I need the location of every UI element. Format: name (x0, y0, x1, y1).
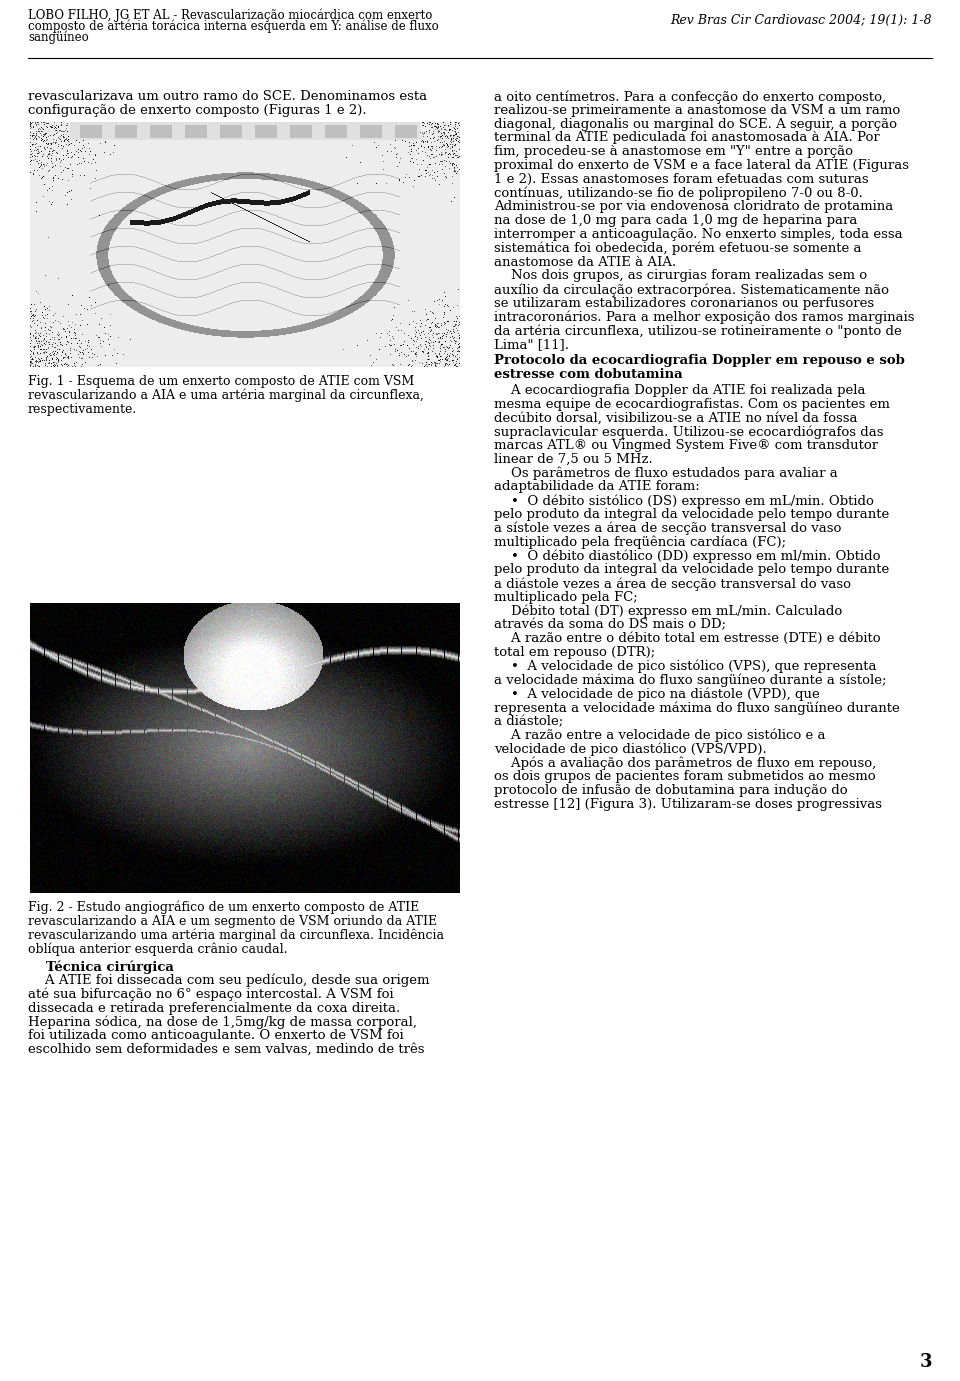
Text: realizou-se primeiramente a anastomose da VSM a um ramo: realizou-se primeiramente a anastomose d… (494, 104, 900, 117)
Text: intracoronários. Para a melhor exposição dos ramos marginais: intracoronários. Para a melhor exposição… (494, 311, 915, 325)
Text: Débito total (DT) expresso em mL/min. Calculado: Débito total (DT) expresso em mL/min. Ca… (494, 605, 842, 619)
Text: marcas ATL® ou Vingmed System Five® com transdutor: marcas ATL® ou Vingmed System Five® com … (494, 439, 878, 452)
Text: •  O débito diastólico (DD) expresso em ml/min. Obtido: • O débito diastólico (DD) expresso em m… (494, 550, 880, 563)
Text: Lima" [11].: Lima" [11]. (494, 338, 569, 351)
Text: Administrou-se por via endovenosa cloridrato de protamina: Administrou-se por via endovenosa clorid… (494, 200, 893, 214)
Text: a sístole vezes a área de secção transversal do vaso: a sístole vezes a área de secção transve… (494, 522, 841, 536)
Text: a diástole vezes a área de secção transversal do vaso: a diástole vezes a área de secção transv… (494, 577, 851, 591)
Text: auxílio da circulação extracorpórea. Sistematicamente não: auxílio da circulação extracorpórea. Sis… (494, 283, 889, 297)
Text: configuração de enxerto composto (Figuras 1 e 2).: configuração de enxerto composto (Figura… (28, 104, 367, 117)
Text: Após a avaliação dos parâmetros de fluxo em repouso,: Após a avaliação dos parâmetros de fluxo… (494, 757, 876, 769)
Text: •  O débito sistólico (DS) expresso em mL/min. Obtido: • O débito sistólico (DS) expresso em mL… (494, 494, 874, 508)
Text: Protocolo da ecocardiografia Doppler em repouso e sob: Protocolo da ecocardiografia Doppler em … (494, 354, 905, 367)
Text: se utilizaram estabilizadores coronarianos ou perfusores: se utilizaram estabilizadores coronarian… (494, 297, 875, 309)
Text: multiplicado pela FC;: multiplicado pela FC; (494, 591, 637, 603)
Text: sistemática foi obedecida, porém efetuou-se somente a: sistemática foi obedecida, porém efetuou… (494, 242, 861, 255)
Text: interromper a anticoagulação. No enxerto simples, toda essa: interromper a anticoagulação. No enxerto… (494, 228, 902, 242)
Text: decúbito dorsal, visibilizou-se a ATIE no nível da fossa: decúbito dorsal, visibilizou-se a ATIE n… (494, 412, 857, 424)
Text: a oito centímetros. Para a confecção do enxerto composto,: a oito centímetros. Para a confecção do … (494, 90, 886, 104)
Text: mesma equipe de ecocardiografistas. Com os pacientes em: mesma equipe de ecocardiografistas. Com … (494, 398, 890, 410)
Text: linear de 7,5 ou 5 MHz.: linear de 7,5 ou 5 MHz. (494, 453, 653, 465)
Text: fim, procedeu-se à anastomose em "Y" entre a porção: fim, procedeu-se à anastomose em "Y" ent… (494, 145, 853, 159)
Text: LOBO FILHO, JG ET AL - Revascularização miocárdica com enxerto: LOBO FILHO, JG ET AL - Revascularização … (28, 8, 432, 22)
Text: multiplicado pela freqüência cardíaca (FC);: multiplicado pela freqüência cardíaca (F… (494, 536, 786, 550)
Text: proximal do enxerto de VSM e a face lateral da ATIE (Figuras: proximal do enxerto de VSM e a face late… (494, 159, 909, 173)
Text: total em repouso (DTR);: total em repouso (DTR); (494, 646, 656, 659)
Text: Os parâmetros de fluxo estudados para avaliar a: Os parâmetros de fluxo estudados para av… (494, 467, 838, 481)
Text: sangüíneo: sangüíneo (28, 30, 88, 43)
Text: a velocidade máxima do fluxo sangüíneo durante a sístole;: a velocidade máxima do fluxo sangüíneo d… (494, 674, 886, 688)
Text: Rev Bras Cir Cardiovasc 2004; 19(1): 1-8: Rev Bras Cir Cardiovasc 2004; 19(1): 1-8 (670, 14, 932, 28)
Text: estresse com dobutamina: estresse com dobutamina (494, 367, 683, 381)
Text: Nos dois grupos, as cirurgias foram realizadas sem o: Nos dois grupos, as cirurgias foram real… (494, 269, 867, 282)
Text: a diástole;: a diástole; (494, 715, 564, 728)
Text: •  A velocidade de pico sistólico (VPS), que representa: • A velocidade de pico sistólico (VPS), … (494, 660, 876, 674)
Text: da artéria circunflexa, utilizou-se rotineiramente o "ponto de: da artéria circunflexa, utilizou-se roti… (494, 325, 901, 338)
Text: revascularizava um outro ramo do SCE. Denominamos esta: revascularizava um outro ramo do SCE. De… (28, 90, 427, 104)
Text: 1 e 2). Essas anastomoses foram efetuadas com suturas: 1 e 2). Essas anastomoses foram efetuada… (494, 173, 869, 186)
Text: foi utilizada como anticoagulante. O enxerto de VSM foi: foi utilizada como anticoagulante. O enx… (28, 1029, 404, 1043)
Text: anastomose da ATIE à AIA.: anastomose da ATIE à AIA. (494, 255, 676, 268)
Text: revascularizando a AIA e um segmento de VSM oriundo da ATIE: revascularizando a AIA e um segmento de … (28, 914, 437, 928)
Text: adaptabilidade da ATIE foram:: adaptabilidade da ATIE foram: (494, 481, 700, 493)
Text: contínuas, utilizando-se fio de polipropileno 7-0 ou 8-0.: contínuas, utilizando-se fio de poliprop… (494, 186, 863, 200)
Text: revascularizando a AIA e uma artéria marginal da circunflexa,: revascularizando a AIA e uma artéria mar… (28, 389, 424, 402)
Text: 3: 3 (920, 1353, 932, 1371)
Text: respectivamente.: respectivamente. (28, 403, 137, 416)
Text: dissecada e retirada preferencialmente da coxa direita.: dissecada e retirada preferencialmente d… (28, 1001, 400, 1015)
Text: diagonal, diagonalis ou marginal do SCE. A seguir, a porção: diagonal, diagonalis ou marginal do SCE.… (494, 117, 897, 131)
Text: composto de artéria torácica interna esquerda em Y: análise de fluxo: composto de artéria torácica interna esq… (28, 19, 439, 33)
Text: A razão entre a velocidade de pico sistólico e a: A razão entre a velocidade de pico sistó… (494, 729, 826, 743)
Text: A ecocardiografia Doppler da ATIE foi realizada pela: A ecocardiografia Doppler da ATIE foi re… (494, 384, 866, 396)
Text: A razão entre o débito total em estresse (DTE) e débito: A razão entre o débito total em estresse… (494, 632, 880, 645)
Text: •  A velocidade de pico na diástole (VPD), que: • A velocidade de pico na diástole (VPD)… (494, 688, 820, 702)
Text: pelo produto da integral da velocidade pelo tempo durante: pelo produto da integral da velocidade p… (494, 563, 889, 576)
Text: protocolo de infusão de dobutamina para indução do: protocolo de infusão de dobutamina para … (494, 784, 848, 797)
Text: pelo produto da integral da velocidade pelo tempo durante: pelo produto da integral da velocidade p… (494, 508, 889, 521)
Text: supraclavicular esquerda. Utilizou-se ecocardiógrafos das: supraclavicular esquerda. Utilizou-se ec… (494, 425, 883, 439)
Text: através da soma do DS mais o DD;: através da soma do DS mais o DD; (494, 619, 726, 631)
Text: escolhido sem deformidades e sem valvas, medindo de três: escolhido sem deformidades e sem valvas,… (28, 1043, 424, 1056)
Text: terminal da ATIE pediculada foi anastomosada à AIA. Por: terminal da ATIE pediculada foi anastomo… (494, 131, 879, 145)
Text: Fig. 1 - Esquema de um enxerto composto de ATIE com VSM: Fig. 1 - Esquema de um enxerto composto … (28, 376, 415, 388)
Text: Fig. 2 - Estudo angiográfico de um enxerto composto de ATIE: Fig. 2 - Estudo angiográfico de um enxer… (28, 900, 420, 914)
Text: Heparina sódica, na dose de 1,5mg/kg de massa corporal,: Heparina sódica, na dose de 1,5mg/kg de … (28, 1015, 417, 1029)
Text: estresse [12] (Figura 3). Utilizaram-se doses progressivas: estresse [12] (Figura 3). Utilizaram-se … (494, 798, 882, 811)
Text: os dois grupos de pacientes foram submetidos ao mesmo: os dois grupos de pacientes foram submet… (494, 771, 876, 783)
Text: até sua bifurcação no 6° espaço intercostal. A VSM foi: até sua bifurcação no 6° espaço intercos… (28, 987, 394, 1001)
Text: revascularizando uma artéria marginal da circunflexa. Incidência: revascularizando uma artéria marginal da… (28, 928, 444, 942)
Text: na dose de 1,0 mg para cada 1,0 mg de heparina para: na dose de 1,0 mg para cada 1,0 mg de he… (494, 214, 857, 228)
Text: velocidade de pico diastólico (VPS/VPD).: velocidade de pico diastólico (VPS/VPD). (494, 743, 767, 757)
Text: oblíqua anterior esquerda crânio caudal.: oblíqua anterior esquerda crânio caudal. (28, 942, 287, 956)
Text: representa a velocidade máxima do fluxo sangüíneo durante: representa a velocidade máxima do fluxo … (494, 702, 900, 715)
Text: Técnica cirúrgica: Técnica cirúrgica (46, 960, 174, 974)
Text: A ATIE foi dissecada com seu pedículo, desde sua origem: A ATIE foi dissecada com seu pedículo, d… (28, 974, 429, 987)
